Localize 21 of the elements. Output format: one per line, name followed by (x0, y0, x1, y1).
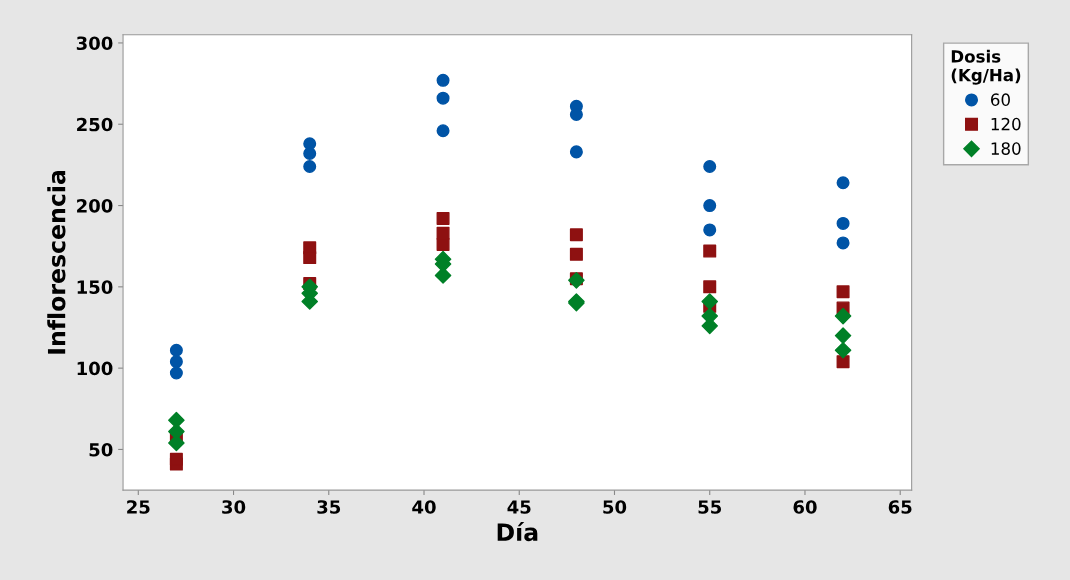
legend-label: 120 (991, 117, 1021, 131)
legend-title: Dosis (Kg/Ha) (951, 49, 1021, 85)
y-tick-label: 150 (77, 280, 113, 294)
x-axis-title: Día (497, 521, 538, 542)
x-tick-label: 45 (507, 500, 531, 514)
x-tick-label: 50 (603, 500, 627, 514)
x-tick-label: 55 (698, 500, 722, 514)
x-tick-label: 25 (127, 500, 150, 514)
legend-label: 180 (991, 142, 1021, 155)
y-tick-label: 250 (77, 117, 113, 132)
y-tick-label: 100 (77, 361, 113, 376)
y-tick-label: 50 (89, 442, 113, 457)
x-tick-label: 65 (888, 500, 912, 514)
x-tick-label: 40 (412, 500, 436, 514)
x-tick-label: 60 (793, 500, 817, 514)
x-tick-label: 30 (222, 500, 246, 514)
legend-label: 60 (991, 93, 1010, 106)
y-tick-label: 300 (76, 36, 113, 51)
y-tick-label: 200 (77, 199, 113, 213)
y-axis-title: Inflorescencia (47, 170, 66, 354)
x-tick-label: 35 (317, 500, 341, 514)
